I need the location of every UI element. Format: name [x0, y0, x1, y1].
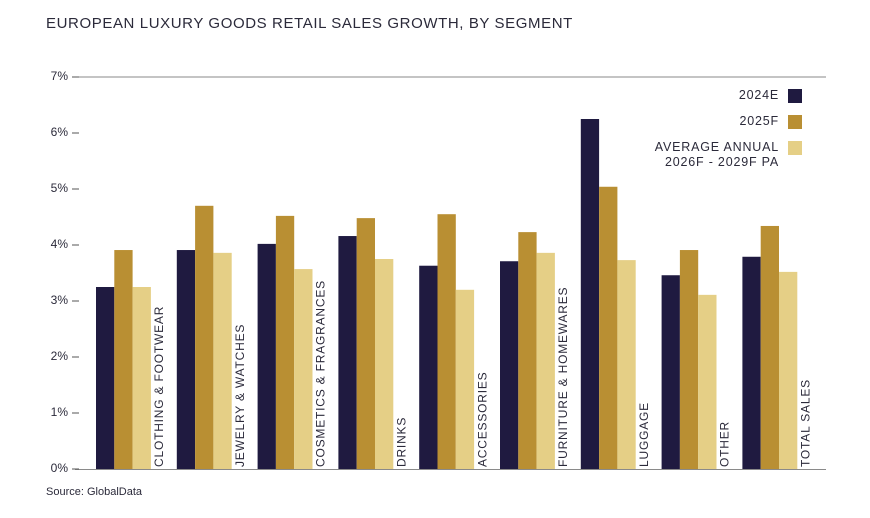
- bar: [679, 250, 699, 469]
- category-label: COSMETICS & FRAGRANCES: [314, 280, 328, 467]
- bar: [437, 214, 456, 469]
- bar: [96, 287, 115, 469]
- bar: [132, 287, 151, 469]
- chart-title: EUROPEAN LUXURY GOODS RETAIL SALES GROWT…: [46, 15, 573, 32]
- legend: 2024E 2025F AVERAGE ANNUAL 2026F - 2029F P…: [582, 88, 802, 181]
- legend-swatch: [788, 89, 802, 103]
- bar: [213, 252, 232, 469]
- bar: [580, 119, 600, 469]
- category-label: DRINKS: [394, 417, 408, 467]
- bar: [195, 205, 214, 470]
- bar: [599, 186, 618, 469]
- bar: [338, 236, 357, 469]
- bar: [356, 218, 375, 469]
- legend-label: 2025F: [739, 114, 779, 128]
- bar: [698, 294, 717, 469]
- legend-label: AVERAGE ANNUAL 2026F - 2029F PA: [654, 140, 779, 169]
- legend-swatch: [788, 141, 802, 155]
- bar: [500, 261, 519, 469]
- legend-entry: 2025F: [582, 114, 802, 129]
- source-note: Source: GlobalData: [46, 486, 143, 498]
- y-tick-label: 0%: [51, 461, 69, 475]
- y-tick-label: 5%: [51, 181, 69, 195]
- bar: [275, 215, 295, 469]
- y-tick-label: 2%: [51, 349, 69, 363]
- category-label: JEWELRY & WATCHES: [233, 324, 247, 467]
- category-label: CLOTHING & FOOTWEAR: [152, 306, 166, 467]
- legend-entry: 2024E: [582, 88, 802, 103]
- bar: [536, 252, 555, 469]
- bar: [661, 275, 680, 469]
- legend-label: 2024E: [738, 88, 779, 102]
- bar: [779, 271, 798, 469]
- legend-swatch: [788, 115, 802, 129]
- bar: [294, 269, 313, 469]
- y-tick-label: 7%: [51, 69, 69, 83]
- bar: [114, 250, 133, 469]
- bar: [375, 259, 394, 469]
- category-label: ACCESSORIES: [475, 372, 489, 468]
- y-tick-label: 1%: [51, 405, 69, 419]
- bar: [742, 256, 761, 469]
- y-tick-label: 3%: [51, 293, 69, 307]
- bar: [760, 225, 779, 469]
- bar: [617, 260, 636, 469]
- y-tick-label: 6%: [51, 125, 69, 139]
- bar: [518, 232, 537, 469]
- category-label: FURNITURE & HOMEWARES: [556, 287, 570, 467]
- bar: [176, 250, 196, 469]
- category-label: OTHER: [718, 421, 732, 467]
- category-label: TOTAL SALES: [798, 379, 812, 467]
- y-tick-label: 4%: [51, 237, 69, 251]
- category-label: LUGGAGE: [637, 402, 651, 467]
- legend-entry: AVERAGE ANNUAL 2026F - 2029F PA: [582, 140, 802, 170]
- bar: [257, 243, 276, 469]
- bar: [419, 265, 438, 469]
- bar: [455, 289, 475, 469]
